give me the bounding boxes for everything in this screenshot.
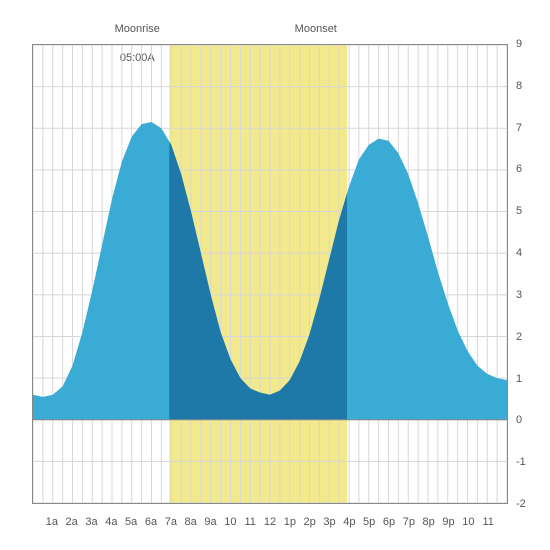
plot-area (32, 44, 508, 504)
x-tick-label: 3a (85, 516, 97, 528)
y-tick-label: 7 (516, 122, 522, 134)
x-tick-label: 10 (462, 516, 474, 528)
y-tick-label: 6 (516, 163, 522, 175)
x-tick-label: 12 (264, 516, 276, 528)
x-tick-label: 5a (125, 516, 137, 528)
moonrise-title: Moonrise (115, 23, 160, 35)
y-tick-label: 0 (516, 414, 522, 426)
x-tick-label: 2p (304, 516, 316, 528)
x-tick-label: 5p (363, 516, 375, 528)
y-tick-label: 5 (516, 205, 522, 217)
y-tick-label: 4 (516, 247, 522, 259)
x-tick-label: 1p (284, 516, 296, 528)
x-tick-label: 4a (105, 516, 117, 528)
x-tick-label: 9a (204, 516, 216, 528)
x-tick-label: 4p (343, 516, 355, 528)
x-tick-label: 11 (244, 516, 255, 528)
x-tick-label: 11 (482, 516, 493, 528)
x-tick-label: 6a (145, 516, 157, 528)
y-tick-label: 8 (516, 80, 522, 92)
y-tick-label: 2 (516, 331, 522, 343)
x-tick-label: 2a (66, 516, 78, 528)
moonset-title: Moonset (295, 23, 337, 35)
plot-svg (33, 45, 507, 503)
x-tick-label: 10 (224, 516, 236, 528)
x-tick-label: 3p (323, 516, 335, 528)
x-tick-label: 6p (383, 516, 395, 528)
x-tick-label: 9p (442, 516, 454, 528)
x-tick-label: 7p (403, 516, 415, 528)
x-tick-label: 8p (423, 516, 435, 528)
x-tick-label: 8a (185, 516, 197, 528)
x-tick-label: 1a (46, 516, 58, 528)
y-tick-label: 9 (516, 38, 522, 50)
y-tick-label: -1 (516, 456, 526, 468)
tide-chart: Moonrise 05:00A Moonset 03:54P -2-101234… (0, 0, 550, 550)
y-tick-label: 1 (516, 373, 522, 385)
y-tick-label: 3 (516, 289, 522, 301)
x-tick-label: 7a (165, 516, 177, 528)
y-tick-label: -2 (516, 498, 526, 510)
